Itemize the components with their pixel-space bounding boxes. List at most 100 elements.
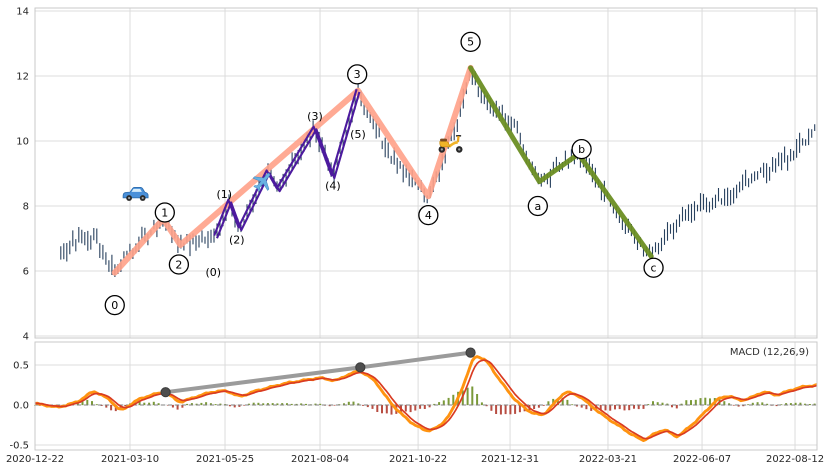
car-icon (122, 187, 149, 201)
hist-bar (575, 405, 578, 407)
hist-bar (775, 405, 778, 407)
wave-label-text: 2 (175, 258, 182, 271)
scooter-icon (438, 135, 463, 153)
hist-bar (124, 405, 127, 407)
wave-label-text: 4 (425, 209, 432, 222)
hist-bar (485, 405, 488, 407)
hist-bar (709, 398, 711, 405)
hist-bar (756, 402, 759, 405)
hist-bar (328, 405, 331, 407)
hist-bar (680, 403, 683, 405)
wave-label-circle (154, 202, 175, 223)
hist-bar (171, 405, 174, 408)
wave-label-circle (104, 294, 125, 316)
wave-label-text: b (578, 143, 585, 156)
hist-bar (794, 402, 797, 405)
divergence-dot (355, 362, 366, 373)
correction-wave-polyline (468, 65, 654, 259)
price-y-tick-label: 8 (23, 202, 29, 213)
hist-bar (119, 405, 122, 410)
hist-bar (105, 405, 108, 408)
x-tick-label: 2022-06-07 (673, 454, 731, 465)
hist-bar (699, 398, 702, 405)
sub-wave-label-text: (4) (325, 179, 341, 192)
x-tick-label: 2022-08-12 (766, 454, 824, 465)
sub-wave-label-text: (0) (205, 266, 221, 279)
hist-bar (347, 401, 350, 405)
hist-bar (799, 402, 802, 405)
wave-label-circle (347, 64, 368, 85)
hist-bar (514, 405, 517, 414)
hist-bar (110, 405, 113, 411)
hist-bar (442, 400, 445, 405)
hist-bar (419, 405, 422, 409)
hist-bar (414, 405, 417, 411)
hist-bar (499, 405, 502, 415)
gridlines (34, 8, 817, 450)
hist-bar (271, 403, 274, 405)
hist-bar (542, 405, 545, 406)
wave-label-circle (571, 138, 592, 160)
airplane-icon-body (252, 173, 271, 192)
hist-bar (447, 397, 450, 405)
sub-wave-label-text: (2) (229, 234, 245, 247)
macd-panel-border (34, 341, 818, 451)
hist-bar (452, 394, 455, 405)
macd-indicator-label: MACD (12,26,9) (729, 347, 809, 358)
hist-bar (566, 399, 569, 405)
car-icon-body (122, 187, 149, 201)
macd-divergence-line (160, 347, 476, 398)
hist-bar (690, 400, 692, 405)
hist-bar (490, 405, 493, 411)
sub-wave-line (213, 88, 361, 239)
hist-bar (176, 405, 179, 410)
hist-bar (91, 401, 93, 405)
price-y-tick-label: 12 (16, 72, 29, 83)
wave-label-text: c (651, 262, 657, 275)
sub-wave-polyline (216, 91, 361, 239)
hist-bar (547, 401, 550, 405)
hist-bar (152, 401, 155, 405)
hist-bar (243, 405, 246, 406)
hist-bar (732, 405, 735, 406)
hist-bar (666, 403, 669, 405)
hist-bar (385, 405, 388, 414)
hist-bar (723, 401, 726, 405)
hist-bar (319, 403, 322, 405)
hist-bar (295, 403, 298, 405)
hist-bar (785, 403, 788, 405)
hist-bar (480, 402, 483, 405)
hist-bar (266, 403, 269, 405)
x-tick-label: 2021-12-31 (481, 454, 539, 465)
hist-bar (804, 403, 807, 405)
hist-bar (381, 405, 383, 414)
hist-bar (704, 397, 707, 405)
wave-label-circle (643, 257, 664, 278)
wave-label-circle (168, 254, 190, 275)
hist-bar (305, 403, 307, 405)
wave-label-text: 5 (467, 36, 474, 49)
hist-bar (209, 403, 212, 405)
hist-bar (594, 405, 597, 411)
hist-bar (623, 405, 626, 411)
hist-bar (138, 400, 141, 405)
hist-bar (675, 405, 678, 409)
hist-bar (509, 405, 512, 415)
hist-bar (252, 402, 255, 405)
hist-bar (433, 403, 436, 405)
price-y-tick-label: 10 (16, 137, 29, 148)
macd-histogram (34, 386, 816, 415)
hist-bar (747, 404, 750, 405)
hist-bar (537, 405, 540, 408)
hist-bar (219, 403, 222, 405)
hist-bar (300, 403, 303, 405)
price-y-tick-label: 14 (16, 7, 29, 18)
hist-bar (504, 405, 507, 415)
hist-bar (352, 401, 355, 405)
hist-bar (618, 405, 621, 410)
hist-bar (438, 402, 441, 405)
hist-bar (656, 402, 659, 405)
hist-bar (214, 404, 217, 405)
